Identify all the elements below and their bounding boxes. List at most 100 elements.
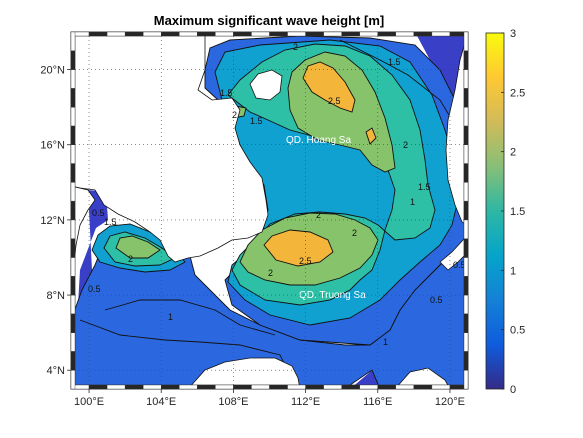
frame-segment — [395, 384, 415, 390]
contour-label: 1.5 — [388, 57, 401, 67]
x-axis-ticks: 100°E 104°E 108°E 112°E 116°E 120°E — [74, 389, 465, 408]
contour-label: 0.5 — [430, 295, 443, 305]
contour-label: 1.5 — [418, 182, 431, 192]
contour-label: 0.5 — [92, 208, 105, 218]
y-tick-label: 20°N — [40, 65, 65, 77]
x-tick-label: 112°E — [291, 396, 320, 408]
frame-segment — [197, 31, 216, 37]
frame-segment — [124, 384, 144, 390]
frame-segment — [463, 238, 469, 258]
contour-1.5-ext — [339, 39, 459, 131]
frame-segment — [463, 69, 469, 89]
frame-segment — [431, 384, 451, 390]
frame-segment — [70, 200, 76, 221]
frame-segment — [70, 31, 76, 51]
contour-label: 2.5 — [299, 256, 312, 266]
colorbar-tick-label: 3 — [510, 28, 516, 40]
wave-field — [71, 32, 468, 389]
contour-label: 1 — [383, 337, 388, 347]
frame-segment — [463, 200, 469, 221]
frame-segment — [413, 384, 433, 390]
contour-label: 2 — [268, 268, 273, 278]
frame-segment — [463, 50, 469, 70]
x-tick-label: 104°E — [146, 396, 176, 408]
frame-segment — [463, 276, 469, 296]
frame-segment — [215, 31, 234, 37]
frame-segment — [395, 31, 415, 37]
frame-segment — [70, 332, 76, 352]
frame-segment — [359, 31, 378, 37]
frame-segment — [70, 276, 76, 296]
frame-segment — [251, 31, 270, 37]
frame-segment — [463, 182, 469, 202]
contour-label: 2 — [128, 254, 133, 264]
contour-label: 2 — [403, 140, 408, 150]
frame-segment — [70, 238, 76, 258]
frame-segment — [305, 384, 324, 390]
annotation-hoang-sa: QD. Hoang Sa — [286, 135, 351, 146]
frame-segment — [161, 31, 180, 37]
colorbar-ticks: 0 0.5 1 1.5 2 2.5 3 — [501, 28, 525, 396]
frame-segment — [269, 384, 288, 390]
frame-segment — [70, 106, 76, 127]
band-2.5-3-south — [263, 229, 334, 267]
contour-label: 2 — [293, 42, 298, 52]
colorbar-tick-label: 2.5 — [510, 87, 525, 99]
frame-segment — [70, 182, 76, 202]
frame-segment — [161, 384, 180, 390]
band-2-2.5-gulf — [115, 235, 161, 259]
frame-segment — [70, 88, 76, 108]
frame-segment — [70, 313, 76, 333]
frame-segment — [287, 384, 306, 390]
frame-segment — [124, 31, 144, 37]
contour-0.5-ext — [79, 319, 296, 386]
frame-segment — [70, 50, 76, 70]
frame-segment — [463, 163, 469, 183]
frame-segment — [70, 351, 76, 371]
frame-segment — [413, 31, 433, 37]
colorbar-tick-label: 0 — [510, 384, 516, 396]
frame-segment — [88, 384, 108, 390]
frame-segment — [463, 219, 469, 239]
frame-segment — [197, 384, 216, 390]
frame-segment — [341, 384, 360, 390]
frame-segment — [70, 125, 76, 145]
colorbar-tick-label: 0.5 — [510, 325, 525, 337]
frame-segment — [106, 31, 126, 37]
colorbar: 0 0.5 1 1.5 2 2.5 3 — [485, 28, 525, 396]
contour-label: 1.5 — [220, 88, 233, 98]
frame-segment — [179, 384, 198, 390]
land-hainan — [249, 69, 283, 101]
frame-segment — [70, 69, 76, 89]
contour-label: 0.5 — [88, 284, 101, 294]
frame-segment — [463, 88, 469, 108]
frame-segment — [269, 31, 288, 37]
x-tick-label: 100°E — [74, 396, 104, 408]
frame-segment — [70, 163, 76, 183]
y-tick-label: 4°N — [47, 365, 66, 377]
colorbar-tick-label: 2 — [510, 147, 516, 159]
frame-segment — [463, 31, 469, 51]
colorbar-tick-label: 1.5 — [510, 206, 525, 218]
land-indochina — [71, 32, 269, 263]
frame-segment — [70, 370, 76, 390]
contour-label: 1.5 — [250, 116, 263, 126]
frame-segment — [463, 294, 469, 315]
annotation-truong-sa: QD. Truong Sa — [299, 290, 366, 301]
contour-label: 0.5 — [453, 260, 466, 270]
frame-border-marks — [70, 31, 469, 390]
contour-label: 2 — [352, 228, 357, 238]
frame-segment — [431, 31, 451, 37]
contour-label: 1 — [168, 312, 173, 322]
frame-segment — [287, 31, 306, 37]
frame-segment — [463, 106, 469, 127]
frame-segment — [323, 31, 342, 37]
frame-segment — [88, 31, 108, 37]
x-tick-label: 120°E — [435, 396, 465, 408]
contour-label: 2 — [232, 110, 237, 120]
frame-segment — [463, 351, 469, 371]
frame-segment — [70, 294, 76, 315]
chart-title: Maximum significant wave height [m] — [154, 13, 384, 28]
frame-segment — [142, 384, 162, 390]
frame-segment — [233, 384, 252, 390]
